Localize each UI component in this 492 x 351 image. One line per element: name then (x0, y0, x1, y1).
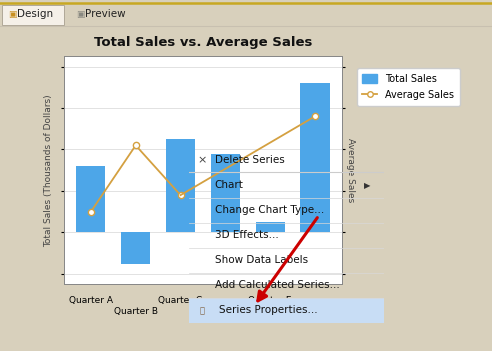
Text: Show Data Labels: Show Data Labels (215, 255, 308, 265)
Text: Design: Design (17, 9, 53, 19)
Title: Total Sales vs. Average Sales: Total Sales vs. Average Sales (94, 37, 312, 49)
Text: Quarter B: Quarter B (114, 307, 158, 316)
Text: Series Properties...: Series Properties... (218, 305, 317, 316)
Text: 🖼: 🖼 (199, 306, 204, 315)
Text: ▶: ▶ (364, 180, 370, 190)
Text: Chart: Chart (215, 180, 244, 190)
Text: Quarter A: Quarter A (69, 296, 113, 305)
Bar (166, 139, 195, 232)
Text: Quarter E: Quarter E (248, 296, 292, 305)
Bar (256, 222, 285, 232)
Text: Quarter D: Quarter D (203, 307, 248, 316)
Text: Quarter C: Quarter C (158, 296, 203, 305)
Bar (211, 154, 240, 232)
Text: Change Chart Type...: Change Chart Type... (215, 205, 324, 215)
Y-axis label: Average Sales: Average Sales (346, 138, 355, 203)
Bar (189, 298, 384, 323)
Text: Add Calculated Series...: Add Calculated Series... (215, 280, 339, 290)
Legend: Total Sales, Average Sales: Total Sales, Average Sales (357, 68, 460, 106)
Text: Preview: Preview (85, 9, 125, 19)
Bar (301, 83, 330, 232)
FancyBboxPatch shape (2, 5, 64, 25)
Text: ▣: ▣ (8, 10, 17, 19)
Text: ▣: ▣ (76, 10, 85, 19)
Bar (121, 232, 150, 264)
Text: Quarter F: Quarter F (294, 307, 337, 316)
Bar (76, 166, 105, 232)
Text: 3D Effects...: 3D Effects... (215, 230, 278, 240)
Text: Delete Series: Delete Series (215, 155, 284, 165)
Y-axis label: Total Sales (Thousands of Dollars): Total Sales (Thousands of Dollars) (45, 94, 54, 246)
Text: ×: × (197, 155, 207, 165)
